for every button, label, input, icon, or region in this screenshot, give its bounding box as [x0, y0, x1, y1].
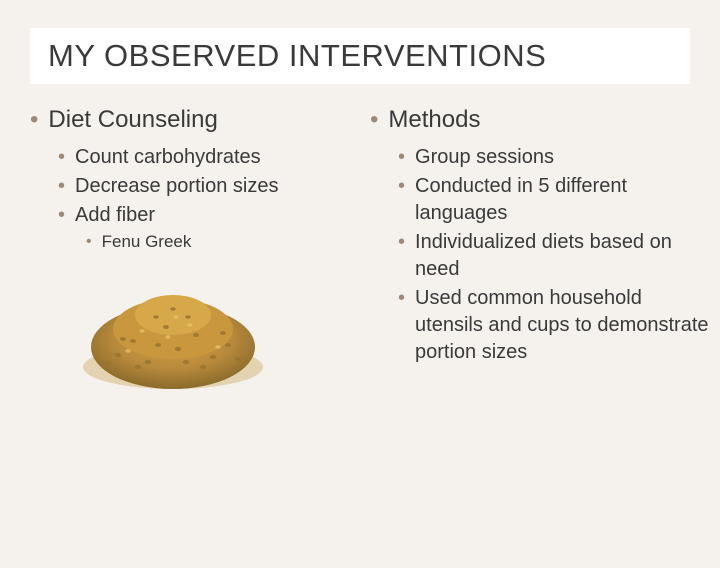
bullet-icon: • [370, 106, 378, 134]
sublist-item: • Fenu Greek [86, 231, 370, 253]
bullet-icon: • [398, 173, 405, 200]
sublist-item-label: Fenu Greek [102, 231, 192, 253]
fenugreek-seeds-icon [78, 267, 268, 397]
list-item-label: Conducted in 5 different languages [415, 173, 710, 227]
bullet-icon: • [58, 173, 65, 200]
left-header-row: • Diet Counseling [30, 106, 370, 134]
list-item: • Add fiber [58, 202, 370, 229]
list-item-label: Group sessions [415, 144, 554, 171]
bullet-icon: • [398, 144, 405, 171]
title-container: MY OBSERVED INTERVENTIONS [30, 28, 690, 84]
list-item: • Count carbohydrates [58, 144, 370, 171]
bullet-icon: • [398, 229, 405, 256]
list-item: • Group sessions [398, 144, 710, 171]
bullet-icon: • [398, 285, 405, 312]
list-item-label: Individualized diets based on need [415, 229, 710, 283]
list-item-label: Add fiber [75, 202, 155, 229]
list-item: • Decrease portion sizes [58, 173, 370, 200]
columns: • Diet Counseling • Count carbohydrates … [0, 106, 720, 402]
bullet-icon: • [58, 202, 65, 229]
list-item: • Used common household utensils and cup… [398, 285, 710, 366]
left-column: • Diet Counseling • Count carbohydrates … [30, 106, 370, 402]
list-item-label: Decrease portion sizes [75, 173, 278, 200]
list-item: • Conducted in 5 different languages [398, 173, 710, 227]
left-header: Diet Counseling [48, 106, 217, 134]
fenugreek-image [78, 267, 370, 402]
list-item-label: Count carbohydrates [75, 144, 261, 171]
bullet-icon: • [30, 106, 38, 134]
right-header: Methods [388, 106, 480, 134]
bullet-icon: • [86, 231, 92, 253]
right-header-row: • Methods [370, 106, 710, 134]
right-column: • Methods • Group sessions • Conducted i… [370, 106, 710, 402]
page-title: MY OBSERVED INTERVENTIONS [48, 38, 672, 74]
bullet-icon: • [58, 144, 65, 171]
list-item: • Individualized diets based on need [398, 229, 710, 283]
list-item-label: Used common household utensils and cups … [415, 285, 710, 366]
